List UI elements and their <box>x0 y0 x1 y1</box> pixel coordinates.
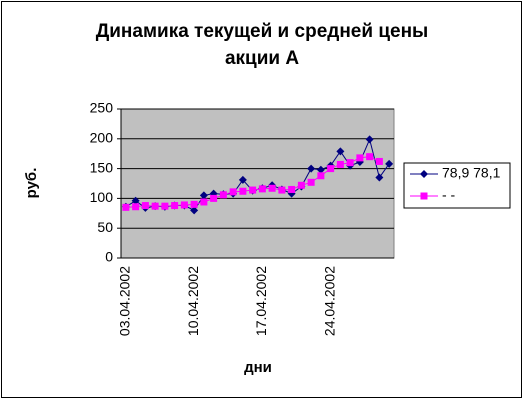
data-point <box>122 203 130 211</box>
plot-area <box>120 108 395 259</box>
y-axis-title: руб. <box>23 168 40 199</box>
x-axis-title: дни <box>244 359 272 376</box>
data-point <box>317 172 325 180</box>
data-point <box>238 175 247 184</box>
y-tick-label: 0 <box>105 249 113 265</box>
x-tick-label: 17.04.2002 <box>253 266 269 336</box>
data-point <box>288 185 296 193</box>
legend-marker <box>420 170 428 178</box>
data-point <box>336 160 344 168</box>
data-point <box>346 159 354 167</box>
data-point <box>249 186 257 194</box>
data-point <box>171 202 179 210</box>
data-point <box>258 185 266 193</box>
legend-marker <box>420 192 428 200</box>
data-point <box>268 184 276 192</box>
data-point <box>229 188 237 196</box>
data-point <box>151 202 159 210</box>
legend <box>403 162 511 209</box>
y-tick-label: 150 <box>90 159 114 175</box>
data-point <box>307 164 316 173</box>
data-point <box>219 191 227 199</box>
data-point <box>327 165 335 173</box>
data-point <box>199 191 208 200</box>
data-point <box>356 154 364 162</box>
y-tick-label: 100 <box>90 189 114 205</box>
y-tick-label: 250 <box>90 100 114 116</box>
data-point <box>375 157 383 165</box>
data-point <box>336 147 345 156</box>
data-point <box>131 196 140 205</box>
chart-title: Динамика текущей и средней цены <box>96 21 429 42</box>
data-point <box>366 153 374 161</box>
data-point <box>297 181 305 189</box>
data-point <box>190 206 199 215</box>
data-point <box>161 202 169 210</box>
data-point <box>239 187 247 195</box>
x-tick-label: 24.04.2002 <box>321 266 337 336</box>
x-tick-label: 03.04.2002 <box>117 266 133 336</box>
data-point <box>385 159 394 168</box>
data-point <box>180 201 188 209</box>
data-point <box>132 203 140 211</box>
y-tick-label: 50 <box>97 219 113 235</box>
chart-title: акции А <box>225 48 299 69</box>
data-point <box>210 194 218 202</box>
data-point <box>278 186 286 194</box>
y-tick-label: 200 <box>90 130 114 146</box>
x-tick-label: 10.04.2002 <box>185 266 201 336</box>
data-point <box>200 198 208 206</box>
legend-label: - - <box>442 187 456 203</box>
data-point <box>316 165 325 174</box>
data-point <box>141 202 149 210</box>
data-point <box>307 178 315 186</box>
legend-label: 78,9 78,1 <box>442 165 501 181</box>
data-point <box>375 173 384 182</box>
data-point <box>365 135 374 144</box>
data-point <box>190 200 198 208</box>
